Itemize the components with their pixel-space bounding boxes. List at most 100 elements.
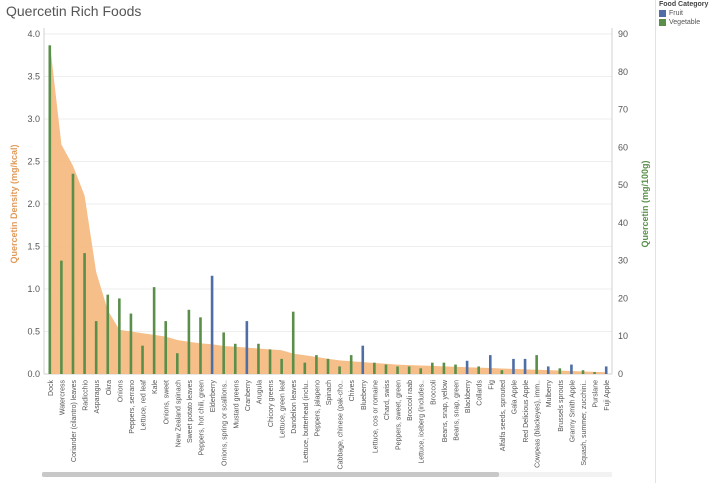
bar-5 <box>106 294 110 374</box>
category-label: Beans, snap, green <box>454 380 461 441</box>
bar-36 <box>465 360 469 374</box>
bar-21 <box>291 311 295 374</box>
chart-title: Quercetin Rich Foods <box>6 3 142 19</box>
category-label: Blueberry <box>361 380 368 410</box>
bar-39 <box>500 370 504 374</box>
category-label: Lettuce, red leaf <box>141 380 148 430</box>
bar-43 <box>546 366 550 374</box>
category-label: Fig <box>488 380 495 390</box>
bar-11 <box>176 353 179 374</box>
legend-label-vegetable: Vegetable <box>669 19 701 26</box>
bar-44 <box>558 368 562 374</box>
right-tick-label: 40 <box>618 218 628 228</box>
bar-18 <box>257 343 260 374</box>
horizontal-scrollbar[interactable] <box>42 472 612 477</box>
right-tick-label: 60 <box>618 142 628 152</box>
bar-17 <box>245 321 249 374</box>
legend-swatch-vegetable <box>659 19 666 26</box>
category-label: Cabbage, chinese (pak-cho.. <box>338 380 345 470</box>
left-tick-label: 1.0 <box>27 284 40 294</box>
category-label: Broccoli <box>430 380 437 405</box>
bar-6 <box>118 298 121 374</box>
category-label: Squash, summer, zucchini.. <box>581 380 588 466</box>
right-tick-label: 10 <box>618 331 628 341</box>
bar-13 <box>199 317 202 374</box>
bar-2 <box>71 173 75 374</box>
left-tick-label: 2.0 <box>27 199 40 209</box>
bar-9 <box>152 287 156 374</box>
left-axis-title: Quercetin Density (mg/kcal) <box>9 144 19 263</box>
chart-canvas: 0.0 0.5 1.0 1.5 2.0 2.5 3.0 3.5 4.0 0 10 20 30 40 50 60… <box>9 28 650 470</box>
bar-23 <box>315 355 318 374</box>
left-tick-label: 3.0 <box>27 114 40 124</box>
bar-3 <box>83 253 86 374</box>
bar-27 <box>361 345 365 374</box>
category-label: Peppers, jalapeno <box>314 380 321 437</box>
category-label: Dandelion leaves <box>291 380 298 434</box>
bar-24 <box>326 358 330 374</box>
legend-item-vegetable[interactable]: Vegetable <box>659 19 717 26</box>
scrollbar-thumb[interactable] <box>42 472 499 477</box>
bar-47 <box>593 372 596 374</box>
bar-46 <box>581 370 585 374</box>
bar-0 <box>48 45 52 374</box>
category-label: Peppers, serrano <box>129 380 136 434</box>
category-label: Blackberry <box>465 380 472 414</box>
category-label: Lettuce, green leaf <box>280 380 287 438</box>
bar-20 <box>280 358 283 374</box>
bar-25 <box>338 366 341 374</box>
bar-28 <box>373 362 376 374</box>
category-label: Mustard greens <box>233 380 240 429</box>
bar-48 <box>604 366 608 374</box>
category-label: Onions, sweet <box>164 380 171 424</box>
bar-15 <box>222 332 225 374</box>
legend-item-fruit[interactable]: Fruit <box>659 10 717 17</box>
bar-45 <box>570 364 573 374</box>
bar-38 <box>488 355 492 374</box>
right-tick-label: 50 <box>618 180 628 190</box>
category-label: Sweet potato leaves <box>187 380 194 444</box>
category-label: Red Delicious Apple <box>523 380 530 443</box>
bar-12 <box>187 309 191 374</box>
category-label: Gala Apple <box>511 380 518 414</box>
category-label: Kale <box>152 380 159 394</box>
bar-29 <box>384 364 388 374</box>
legend: Food Category Fruit Vegetable <box>655 0 717 483</box>
category-label: Onions, spring or scallions.. <box>222 380 229 466</box>
bar-33 <box>431 362 434 374</box>
bar-41 <box>523 358 527 374</box>
category-label: Brussels sprouts <box>558 380 565 432</box>
bar-7 <box>129 313 133 374</box>
category-label: Watercress <box>59 380 66 416</box>
category-label: Lettuce, butterhead (inclu.. <box>303 380 310 463</box>
category-label: Onions <box>117 380 124 403</box>
bar-8 <box>141 345 144 374</box>
bar-30 <box>396 366 399 374</box>
category-label: Dock <box>48 380 55 396</box>
category-label: Lettuce, iceberg (includes.. <box>419 380 426 464</box>
right-tick-label: 20 <box>618 293 628 303</box>
legend-swatch-fruit <box>659 10 666 17</box>
category-label: Lettuce, cos or romaine <box>372 380 379 453</box>
category-label: Beans, snap, yellow <box>442 379 449 442</box>
left-tick-label: 1.5 <box>27 242 40 252</box>
bar-16 <box>233 343 237 374</box>
right-tick-label: 90 <box>618 29 628 39</box>
category-label: Chives <box>349 380 356 402</box>
legend-label-fruit: Fruit <box>669 10 683 17</box>
bar-37 <box>477 366 480 374</box>
right-tick-label: 80 <box>618 67 628 77</box>
bar-34 <box>442 362 446 374</box>
category-label: Chicory greens <box>268 380 275 428</box>
right-tick-label: 0 <box>618 369 623 379</box>
category-label: Radicchio <box>83 380 90 411</box>
category-label: Granny Smith Apple <box>569 380 576 442</box>
category-label: Arugula <box>256 380 263 404</box>
left-tick-label: 2.5 <box>27 157 40 167</box>
category-label: Elderberry <box>210 380 217 413</box>
bar-4 <box>94 321 98 374</box>
legend-title: Food Category <box>659 1 709 8</box>
bar-19 <box>268 349 272 374</box>
right-tick-label: 30 <box>618 256 628 266</box>
left-tick-label: 0.5 <box>27 327 40 337</box>
